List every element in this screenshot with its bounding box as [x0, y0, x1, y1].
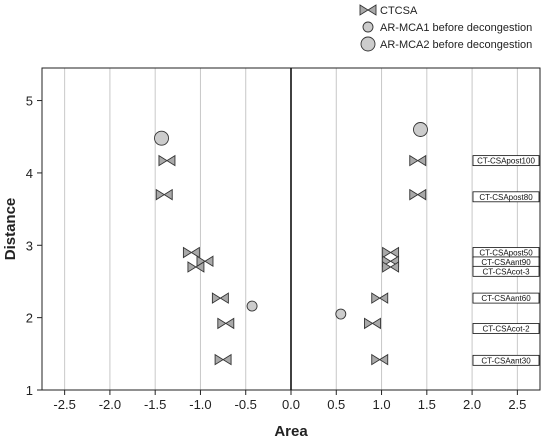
x-tick-label: 0.0: [282, 397, 300, 412]
x-tick-label: -2.5: [53, 397, 75, 412]
grid: [37, 68, 518, 395]
y-tick-label: 3: [26, 238, 33, 253]
annotation-text: CT-CSAant90: [481, 258, 531, 267]
data-points: [154, 122, 428, 366]
ar-mca1-point: [335, 308, 347, 320]
annotation-label: CT-CSAant60: [472, 292, 540, 304]
annotation-box: [472, 354, 540, 366]
annotation-label: CT-CSApost100: [472, 155, 540, 167]
annotation-box: [472, 155, 540, 167]
ctcsa-point: [187, 261, 205, 273]
annotation-box: [472, 292, 540, 304]
annotation-label: CT-CSAant90: [472, 256, 540, 268]
ctcsa-point: [182, 246, 200, 259]
ctcsa-point: [158, 154, 176, 167]
ctcsa-point: [382, 261, 400, 273]
annotations: CT-CSApost100CT-CSApost80CT-CSApost50CT-…: [472, 155, 540, 366]
x-tick-label: -1.0: [189, 397, 211, 412]
x-tick-label: 2.0: [463, 397, 481, 412]
y-tick-label: 4: [26, 166, 33, 181]
legend-small-circle-marker: [362, 21, 374, 33]
axes: [41, 67, 541, 391]
x-axis-title: Area: [274, 423, 308, 440]
y-tick-label: 1: [26, 383, 33, 398]
ar-mca2-point: [154, 130, 169, 146]
x-tick-label: -1.5: [144, 397, 166, 412]
y-tick-label: 2: [26, 311, 33, 326]
ctcsa-point: [382, 255, 400, 268]
x-tick-label: -2.0: [99, 397, 121, 412]
ctcsa-point: [214, 353, 232, 366]
annotation-box: [472, 191, 540, 203]
annotation-text: CT-CSAant30: [481, 356, 531, 365]
x-tick-label: 2.5: [508, 397, 526, 412]
legend-item: CTCSA: [359, 4, 418, 17]
annotation-text: CT-CSAant60: [481, 294, 531, 303]
legend-bowtie-marker: [359, 4, 377, 16]
ctcsa-point: [409, 154, 427, 167]
annotation-text: CT-CSApost80: [479, 193, 533, 202]
ctcsa-point: [211, 292, 229, 304]
annotation-text: CT-CSAcot-2: [482, 324, 530, 333]
annotation-label: CT-CSAant30: [472, 354, 540, 366]
ctcsa-point: [382, 246, 400, 259]
y-axis-title: Distance: [2, 198, 19, 261]
annotation-text: CT-CSAcot-3: [482, 267, 530, 276]
legend-item: AR-MCA1 before decongestion: [362, 21, 532, 34]
legend: CTCSA AR-MCA1 before decongestion AR-MCA2 …: [359, 4, 532, 52]
annotation-label: CT-CSApost80: [472, 191, 540, 203]
legend-label: AR-MCA2 before decongestion: [380, 39, 532, 51]
ctcsa-point: [371, 292, 389, 304]
legend-large-circle-marker: [360, 36, 376, 52]
annotation-box: [472, 265, 540, 277]
ctcsa-point: [155, 188, 173, 201]
y-tick-label: 5: [26, 94, 33, 109]
ar-mca2-point: [413, 122, 428, 137]
legend-item: AR-MCA2 before decongestion: [360, 36, 532, 52]
annotation-text: CT-CSApost100: [477, 157, 535, 166]
legend-label: AR-MCA1 before decongestion: [380, 22, 532, 34]
ctcsa-point: [364, 317, 381, 330]
annotation-label: CT-CSAcot-2: [472, 323, 540, 334]
annotation-text: CT-CSApost50: [479, 249, 533, 258]
annotation-box: [472, 323, 540, 334]
ar-mca1-point: [246, 300, 258, 312]
annotation-label: CT-CSAcot-3: [472, 265, 540, 277]
y-tick-labels: 1 2 3 4 5: [26, 94, 33, 398]
ctcsa-point: [409, 188, 427, 201]
x-tick-label: 0.5: [327, 397, 345, 412]
x-tick-label: 1.5: [418, 397, 436, 412]
ctcsa-point: [371, 353, 389, 366]
x-tick-labels: -2.5 -2.0 -1.5 -1.0 -0.5 0.0 0.5 1.0 1.5 2.0 2.5: [53, 397, 526, 412]
x-tick-label: 1.0: [373, 397, 391, 412]
ctcsa-point: [217, 317, 235, 330]
x-tick-label: -0.5: [235, 397, 257, 412]
legend-label: CTCSA: [380, 5, 418, 17]
annotation-label: CT-CSApost50: [472, 247, 540, 258]
